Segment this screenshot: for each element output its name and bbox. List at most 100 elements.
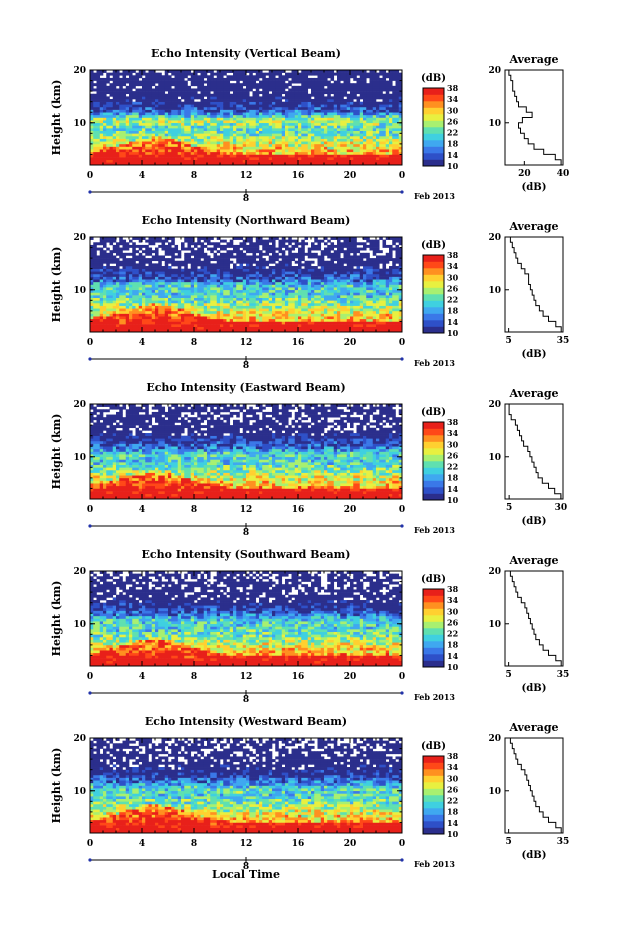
heatmap-cell: [90, 80, 94, 84]
heatmap-cell: [109, 159, 114, 163]
heatmap-cell: [278, 83, 283, 87]
heatmap-cell: [99, 297, 104, 301]
heatmap-cell: [187, 260, 192, 264]
heatmap-cell: [366, 125, 370, 129]
heatmap-cell: [226, 93, 231, 97]
heatmap-cell: [203, 109, 208, 113]
heatmap-cell: [359, 154, 364, 158]
heatmap-cell: [389, 106, 393, 110]
heatmap-cell: [148, 276, 153, 280]
heatmap-cell: [119, 316, 123, 320]
heatmap-cell: [239, 101, 244, 105]
heatmap-cell: [213, 247, 218, 251]
heatmap-cell: [200, 93, 205, 97]
heatmap-cell: [125, 109, 130, 113]
heatmap-cell: [93, 318, 97, 322]
heatmap-cell: [190, 162, 195, 166]
heatmap-cell: [184, 83, 188, 87]
heatmap-cell: [125, 143, 130, 147]
heatmap-cell: [158, 141, 162, 145]
heatmap-cell: [220, 141, 224, 145]
heatmap-cell: [112, 281, 117, 285]
heatmap-cell: [148, 324, 153, 328]
date-label: Feb 2013: [414, 191, 455, 201]
heatmap-cell: [151, 250, 156, 254]
heatmap-cell: [337, 135, 341, 139]
heatmap-cell: [304, 149, 309, 153]
heatmap-cell: [135, 324, 140, 328]
heatmap-cell: [187, 112, 192, 116]
heatmap-cell: [363, 109, 367, 113]
heatmap-cell: [177, 104, 182, 108]
heatmap-cell: [398, 75, 403, 79]
heatmap-cell: [389, 85, 393, 89]
heatmap-cell: [395, 141, 400, 145]
heatmap-cell: [311, 117, 315, 121]
heatmap-cell: [161, 329, 166, 333]
heatmap-cell: [99, 318, 104, 322]
heatmap-cell: [194, 279, 198, 283]
heatmap-cell: [145, 266, 149, 269]
heatmap-cell: [207, 104, 211, 108]
heatmap-cell: [213, 318, 218, 322]
heatmap-cell: [203, 279, 208, 283]
heatmap-cell: [314, 72, 318, 76]
heatmap-cell: [125, 99, 130, 102]
heatmap-cell: [324, 122, 328, 126]
heatmap-cell: [203, 114, 208, 118]
heatmap-cell: [161, 88, 166, 92]
heatmap-cell: [281, 122, 286, 126]
heatmap-cell: [158, 106, 162, 110]
heatmap-cell: [320, 99, 325, 102]
heatmap-cell: [132, 101, 136, 105]
heatmap-cell: [213, 122, 218, 126]
heatmap-cell: [330, 149, 335, 153]
heatmap-cell: [194, 292, 198, 296]
heatmap-cell: [116, 263, 120, 267]
heatmap-cell: [272, 141, 276, 145]
heatmap-cell: [132, 258, 136, 262]
heatmap-cell: [181, 305, 185, 309]
heatmap-cell: [116, 120, 120, 124]
heatmap-cell: [242, 80, 247, 84]
heatmap-cell: [129, 263, 133, 267]
heatmap-cell: [194, 128, 198, 131]
heatmap-cell: [116, 250, 120, 254]
heatmap-cell: [216, 146, 221, 150]
heatmap-cell: [132, 154, 136, 158]
heatmap-cell: [99, 112, 104, 116]
heatmap-cell: [252, 159, 257, 163]
heatmap-cell: [187, 313, 192, 317]
heatmap-cell: [142, 83, 146, 87]
heatmap-cell: [122, 128, 127, 131]
heatmap-cell: [333, 80, 338, 84]
heatmap-cell: [223, 83, 227, 87]
heatmap-cell: [177, 300, 182, 304]
heatmap-cell: [288, 109, 292, 113]
heatmap-cell: [99, 316, 104, 320]
heatmap-cell: [285, 77, 289, 81]
heatmap-cell: [317, 101, 322, 105]
heatmap-cell: [259, 143, 263, 147]
heatmap-cell: [203, 70, 208, 73]
heatmap-cell: [129, 271, 133, 275]
heatmap-cell: [356, 146, 361, 150]
heatmap-cell: [301, 154, 305, 158]
heatmap-cell: [340, 125, 344, 129]
heatmap-cell: [181, 263, 185, 267]
heatmap-cell: [239, 260, 244, 264]
heatmap-cell: [320, 122, 325, 126]
heatmap-cell: [379, 146, 383, 150]
heatmap-cell: [135, 250, 140, 254]
heatmap-cell: [395, 133, 400, 137]
heatmap-cell: [369, 143, 374, 147]
heatmap-cell: [151, 159, 156, 163]
heatmap-cell: [138, 138, 143, 142]
heatmap-cell: [99, 133, 104, 137]
heatmap-cell: [226, 329, 231, 333]
heatmap-cell: [343, 93, 348, 97]
heatmap-cell: [151, 151, 156, 155]
heatmap-cell: [213, 321, 218, 325]
heatmap-cell: [239, 159, 244, 163]
heatmap-cell: [184, 266, 188, 269]
